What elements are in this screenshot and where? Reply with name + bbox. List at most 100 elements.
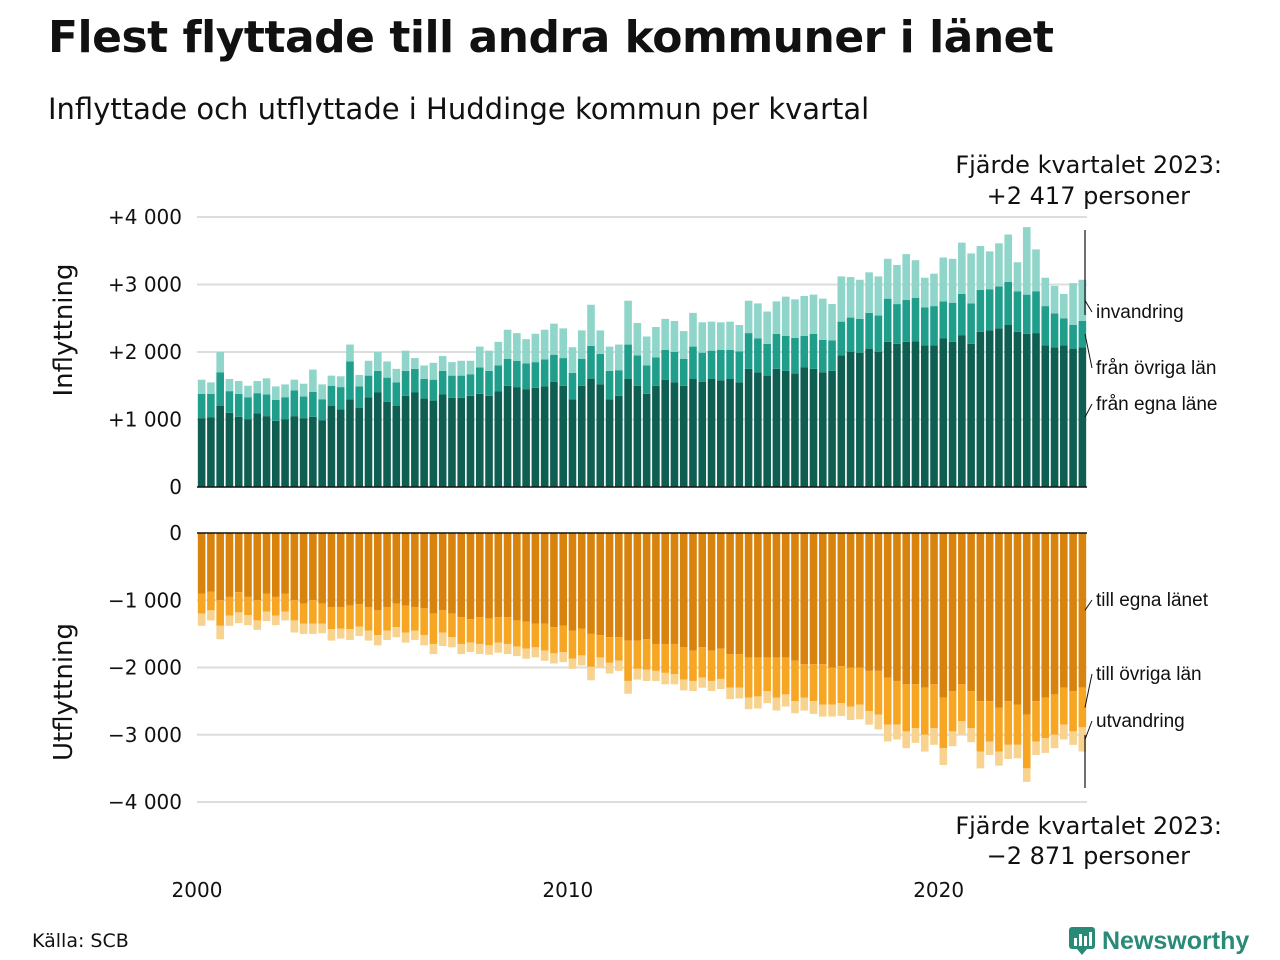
bar-out-1 — [494, 617, 503, 643]
bar-in-1 — [587, 345, 595, 379]
bar-out-2 — [698, 677, 707, 688]
bar-out-2 — [958, 721, 966, 735]
bar-in-1 — [234, 393, 243, 417]
ytick-top-label: +4 000 — [108, 205, 182, 229]
bar-out-1 — [698, 647, 707, 678]
bar-in-2 — [689, 312, 697, 347]
bar-out-0 — [633, 533, 642, 641]
bar-in-2 — [1022, 227, 1031, 295]
bar-out-0 — [976, 533, 985, 702]
bar-out-2 — [457, 643, 466, 655]
bar-in-1 — [383, 377, 391, 402]
bar-out-1 — [1078, 687, 1087, 728]
bar-in-2 — [1013, 262, 1022, 292]
bar-out-0 — [485, 533, 493, 619]
bar-out-2 — [633, 668, 642, 680]
bar-in-1 — [513, 360, 521, 388]
bar-in-1 — [420, 379, 428, 399]
bar-in-1 — [902, 300, 911, 342]
bar-out-2 — [383, 630, 391, 640]
bar-out-1 — [985, 701, 994, 742]
grid-top — [197, 216, 1087, 421]
series-label-out: till övriga län — [1096, 664, 1202, 685]
bar-in-0 — [967, 343, 975, 487]
bar-in-1 — [948, 302, 957, 342]
bar-out-1 — [958, 684, 966, 722]
bar-in-0 — [587, 379, 595, 487]
bar-out-0 — [364, 533, 373, 607]
bar-in-1 — [837, 321, 846, 356]
bar-out-1 — [883, 677, 892, 725]
bar-out-1 — [605, 637, 614, 663]
bar-out-0 — [540, 533, 549, 624]
bar-in-0 — [392, 406, 401, 487]
bar-out-0 — [392, 533, 401, 604]
bar-out-2 — [837, 703, 846, 716]
bar-in-0 — [791, 373, 799, 487]
bar-out-2 — [318, 623, 326, 634]
bar-in-1 — [568, 372, 577, 400]
bar-in-0 — [976, 331, 985, 487]
bar-in-2 — [985, 251, 994, 290]
bar-out-1 — [744, 657, 753, 698]
bar-out-0 — [309, 533, 317, 601]
bar-out-1 — [207, 591, 215, 611]
bar-out-1 — [754, 657, 762, 697]
bar-in-0 — [513, 387, 521, 487]
bar-in-2 — [522, 339, 530, 364]
bar-in-2 — [383, 361, 391, 378]
bar-in-1 — [485, 370, 493, 396]
bar-in-1 — [1069, 325, 1077, 349]
axes: 0 +1 000 +2 000 +3 000 +4 000 0 −1 000 −2 000 −3… — [49, 205, 1087, 902]
bar-out-2 — [272, 615, 280, 626]
bar-in-0 — [985, 330, 994, 487]
bar-out-1 — [272, 596, 280, 616]
bar-out-1 — [253, 600, 262, 621]
bar-in-2 — [939, 257, 948, 302]
bar-out-1 — [726, 654, 734, 688]
logo-text: Newsworthy — [1102, 926, 1250, 955]
bar-in-1 — [717, 349, 725, 381]
bar-out-1 — [197, 593, 206, 614]
bar-out-0 — [448, 533, 456, 614]
bar-in-0 — [318, 420, 326, 488]
bar-out-0 — [457, 533, 466, 618]
bar-out-1 — [865, 670, 873, 712]
bar-in-1 — [309, 391, 317, 417]
bar-out-2 — [234, 612, 243, 624]
bar-in-1 — [883, 298, 892, 342]
bar-in-2 — [272, 386, 280, 400]
bar-in-2 — [624, 300, 632, 345]
bar-out-0 — [253, 533, 262, 601]
bar-out-2 — [327, 629, 336, 641]
bar-in-2 — [262, 378, 271, 395]
bar-out-2 — [893, 724, 901, 740]
bar-in-1 — [874, 315, 883, 352]
bar-out-0 — [763, 533, 771, 658]
bar-out-0 — [1013, 533, 1022, 705]
bar-out-2 — [355, 626, 364, 636]
bar-in-2 — [976, 246, 985, 290]
bar-in-0 — [457, 397, 466, 487]
bar-out-0 — [383, 533, 391, 607]
bar-out-1 — [846, 667, 855, 707]
bar-out-2 — [513, 646, 521, 657]
bar-out-0 — [754, 533, 762, 658]
bar-out-0 — [902, 533, 911, 685]
bar-out-0 — [818, 533, 827, 665]
bar-out-0 — [420, 533, 428, 609]
bar-in-2 — [791, 299, 799, 338]
bar-in-1 — [503, 358, 512, 386]
bar-out-2 — [605, 662, 614, 674]
bar-in-0 — [1022, 333, 1031, 487]
bar-in-2 — [856, 279, 864, 319]
label-leader — [1084, 599, 1093, 611]
bar-out-1 — [809, 664, 818, 702]
bar-out-2 — [1078, 727, 1087, 752]
bar-out-2 — [336, 628, 345, 639]
bar-in-2 — [457, 360, 466, 376]
bar-out-2 — [568, 658, 577, 669]
bar-in-0 — [494, 391, 503, 487]
bar-in-2 — [401, 350, 410, 371]
bar-out-0 — [930, 533, 938, 685]
